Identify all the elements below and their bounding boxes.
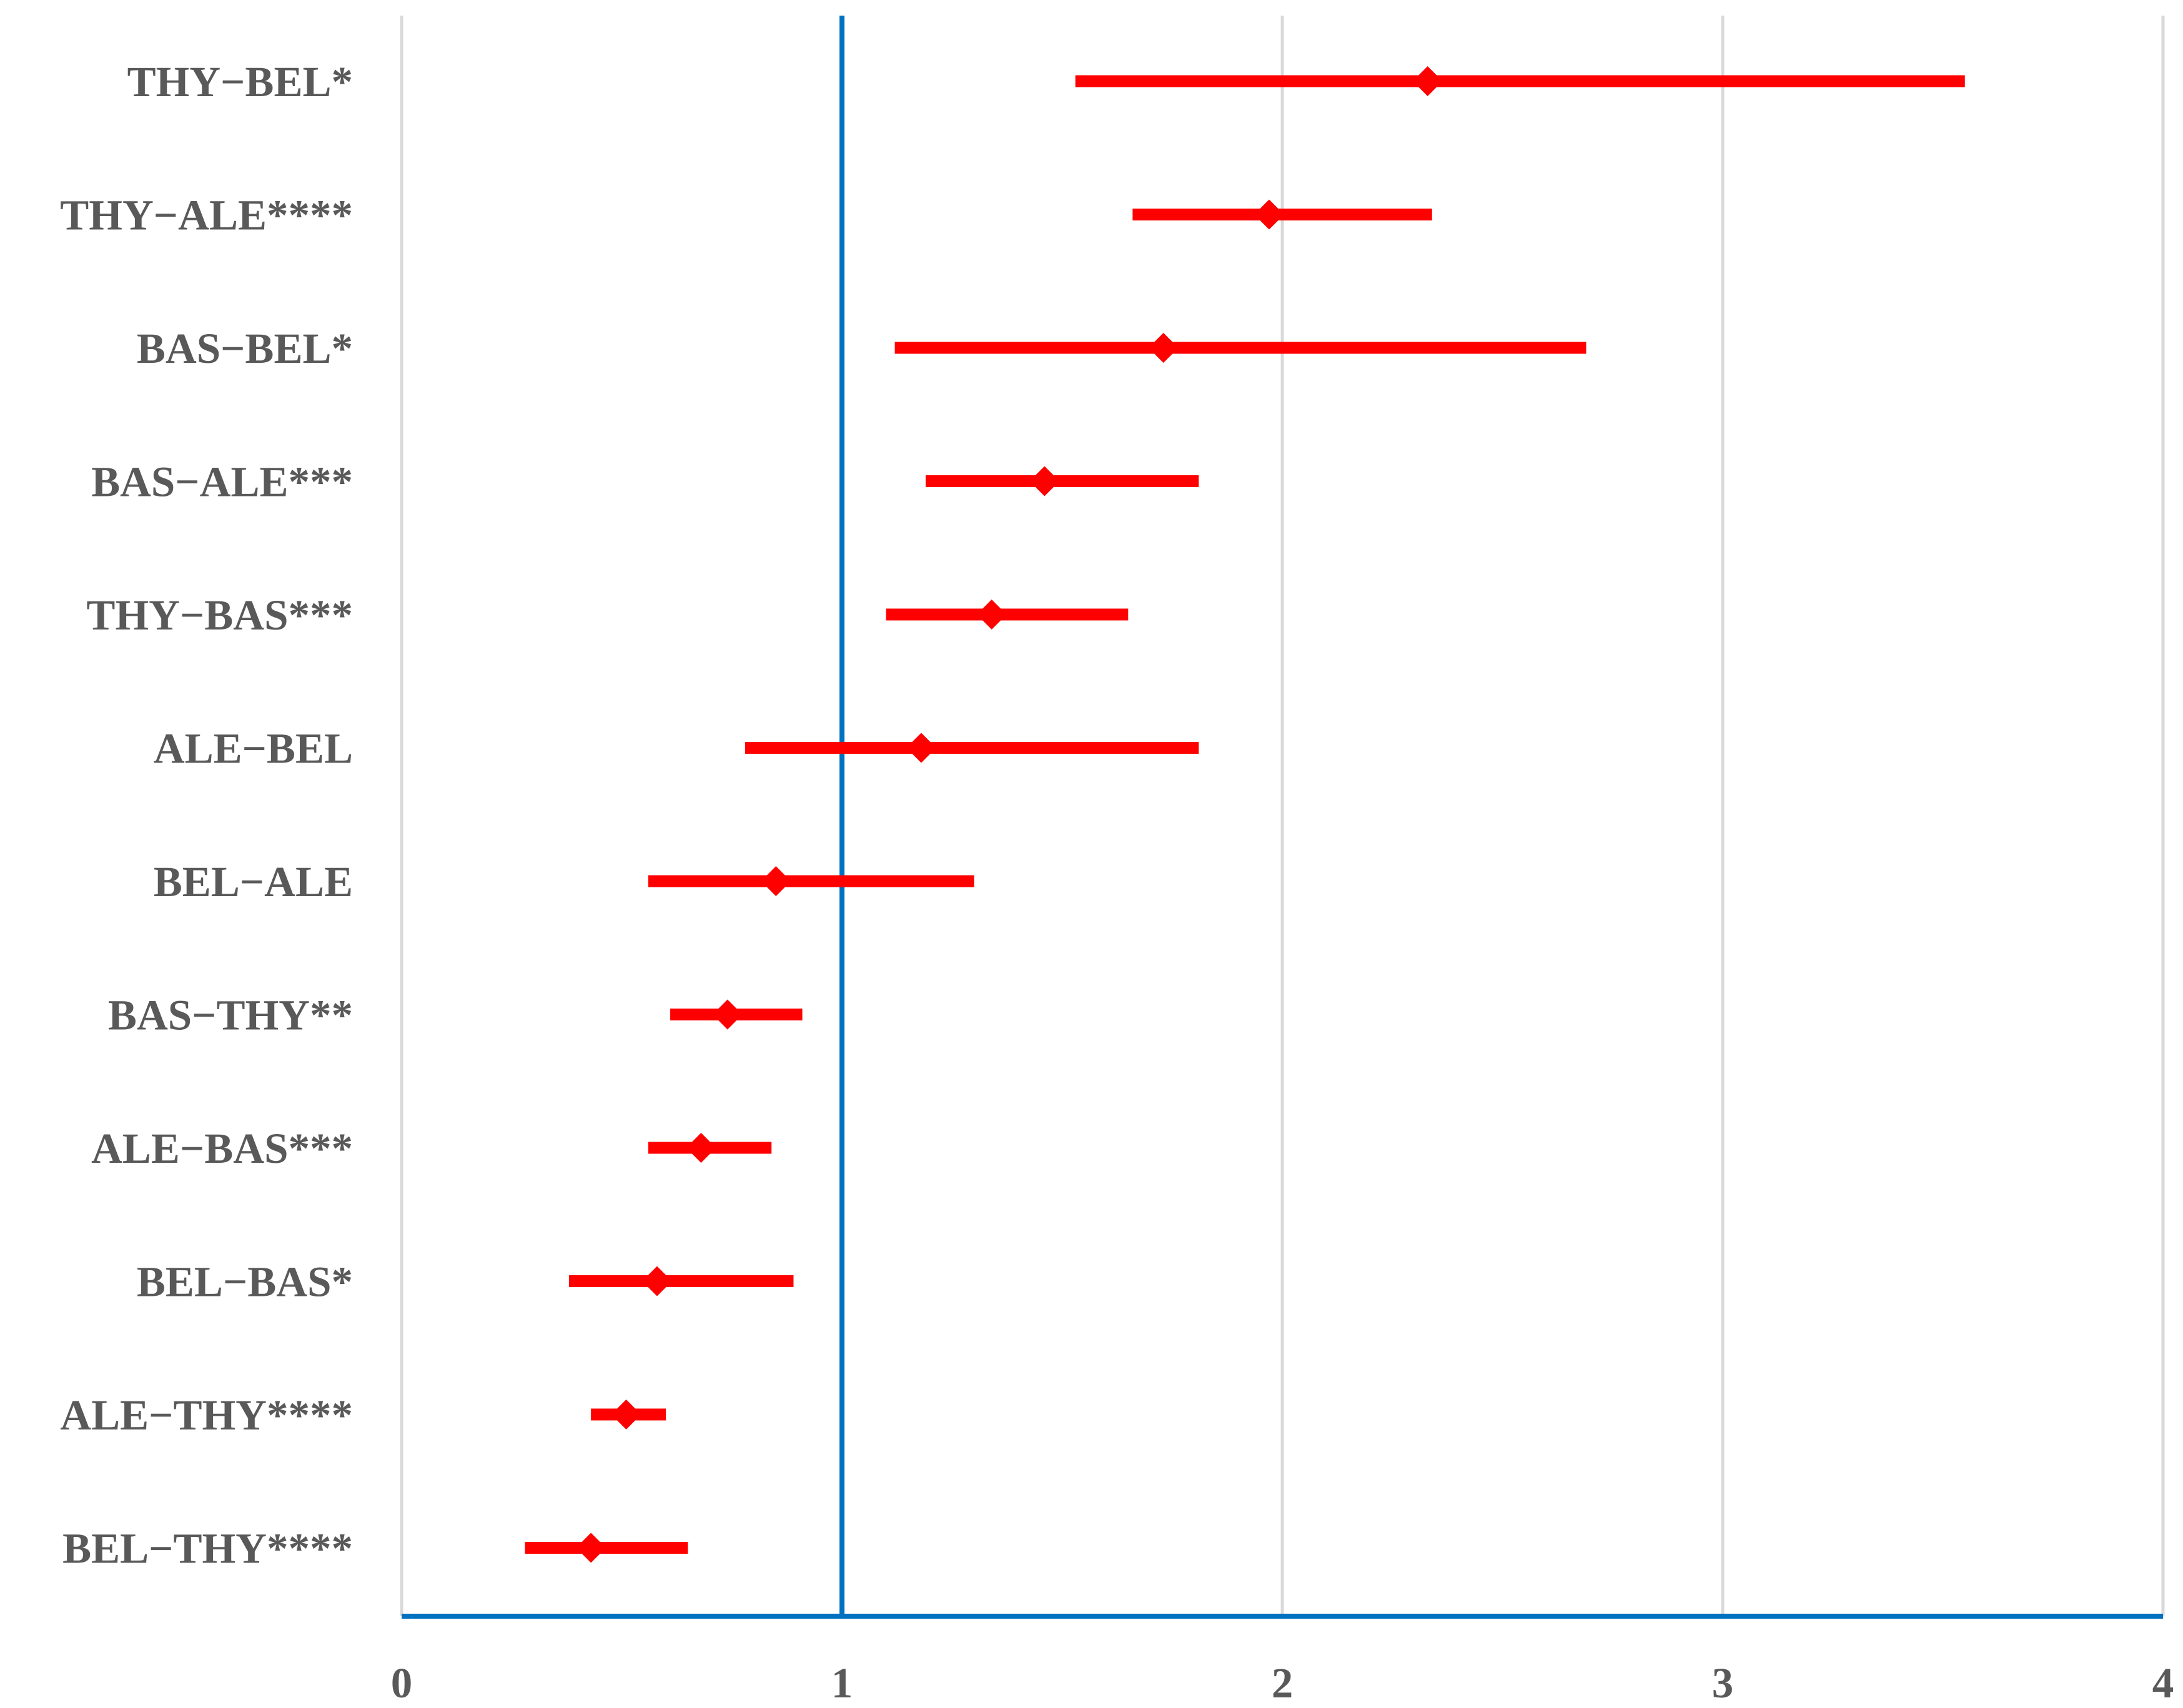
point-estimate-marker <box>761 866 791 896</box>
point-estimate-marker <box>1029 466 1060 496</box>
x-tick-label-0: 0 <box>391 1659 413 1707</box>
point-estimate-marker <box>1148 333 1179 363</box>
category-label: ALE−BEL <box>154 725 353 773</box>
confidence-intervals <box>525 66 1965 1563</box>
point-estimate-marker <box>976 600 1007 629</box>
interval-row-8 <box>648 1133 772 1163</box>
point-estimate-marker <box>686 1133 716 1163</box>
interval-row-4 <box>886 600 1129 629</box>
x-tick-label-1: 1 <box>831 1659 853 1707</box>
category-label: ALE−THY**** <box>60 1391 353 1439</box>
category-label: BAS−BEL* <box>137 325 353 372</box>
point-estimate-marker <box>641 1266 672 1296</box>
category-label: BAS−ALE*** <box>91 458 353 506</box>
category-label: BEL−THY**** <box>62 1525 353 1572</box>
point-estimate-marker <box>576 1533 606 1563</box>
x-tick-labels: 0 1 2 3 4 <box>391 1659 2174 1707</box>
category-label: BEL−ALE <box>154 858 353 906</box>
interval-row-6 <box>648 866 974 896</box>
interval-row-7 <box>670 999 803 1030</box>
interval-row-3 <box>925 466 1199 496</box>
point-estimate-marker <box>611 1399 641 1429</box>
point-estimate-marker <box>906 733 936 763</box>
x-tick-label-3: 3 <box>1712 1659 1734 1707</box>
category-label: BEL−BAS* <box>137 1258 353 1306</box>
point-estimate-marker <box>712 999 743 1030</box>
interval-row-1 <box>1132 199 1432 230</box>
x-tick-label-4: 4 <box>2152 1659 2174 1707</box>
category-label: BAS−THY** <box>108 992 353 1039</box>
category-label: THY−BAS*** <box>86 591 353 639</box>
x-tick-label-2: 2 <box>1272 1659 1294 1707</box>
point-estimate-marker <box>1254 199 1284 230</box>
interval-row-2 <box>894 333 1587 363</box>
interval-row-5 <box>745 733 1199 763</box>
point-estimate-marker <box>1412 66 1443 96</box>
category-labels: THY−BEL* THY−ALE**** BAS−BEL* BAS−ALE*** THY… <box>60 58 353 1572</box>
interval-row-11 <box>525 1533 688 1563</box>
category-label: THY−ALE**** <box>60 192 353 239</box>
interval-row-0 <box>1075 66 1965 96</box>
gridlines <box>400 16 2165 1616</box>
category-label: ALE−BAS*** <box>91 1125 353 1172</box>
category-label: THY−BEL* <box>127 58 353 106</box>
interval-row-10 <box>591 1399 666 1429</box>
interval-row-9 <box>568 1266 794 1296</box>
